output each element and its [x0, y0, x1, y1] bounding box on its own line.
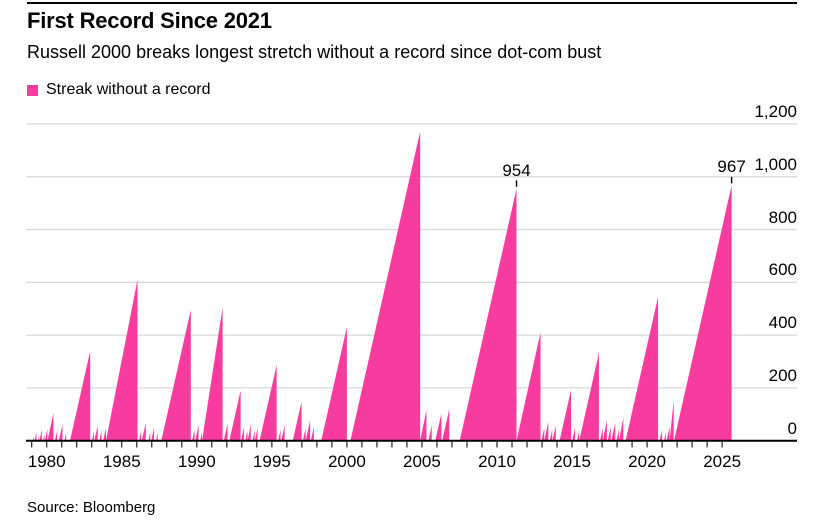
- chart-subtitle: Russell 2000 breaks longest stretch with…: [27, 42, 602, 62]
- legend: Streak without a record: [27, 81, 211, 99]
- x-axis-label: 2025: [703, 452, 742, 471]
- x-axis-label: 2000: [327, 452, 366, 471]
- source-note: Source: Bloomberg: [27, 499, 156, 516]
- x-axis-label: 1990: [177, 452, 216, 471]
- y-axis-label: 200: [768, 365, 797, 385]
- legend-label: Streak without a record: [46, 81, 211, 98]
- x-axis-label: 2015: [553, 452, 591, 471]
- x-axis-label: 2020: [628, 452, 666, 471]
- y-axis-label: 400: [768, 313, 797, 333]
- y-axis-label: 0: [787, 418, 797, 438]
- x-axis-label: 1985: [102, 452, 141, 471]
- y-axis-label: 800: [768, 207, 797, 227]
- y-axis-label: 1,000: [754, 154, 797, 174]
- streak-area: [32, 131, 732, 441]
- legend-swatch: [27, 84, 38, 96]
- year-ticks: [31, 441, 723, 448]
- x-axis-label: 2010: [478, 452, 516, 471]
- top-rule: [27, 2, 797, 4]
- y-axis-label: 1,200: [754, 101, 797, 121]
- chart-title: First Record Since 2021: [27, 8, 272, 33]
- x-axis-label: 2005: [403, 452, 441, 471]
- peak-annotation-label: 954: [502, 160, 531, 180]
- x-axis-label: 1995: [252, 452, 291, 471]
- x-axis-label: 1980: [27, 452, 66, 471]
- y-axis-label: 600: [768, 260, 797, 280]
- peak-annotation-label: 967: [717, 157, 746, 177]
